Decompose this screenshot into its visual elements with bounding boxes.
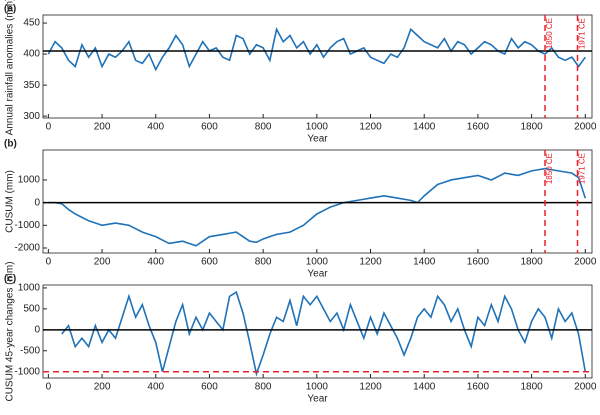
data-line [48,167,587,247]
y-tick-label: 0 [34,324,40,335]
plot-area [42,284,593,379]
x-tick-label: 1800 [520,382,543,393]
x-tick-label: 1200 [359,257,382,268]
x-tick-label: 400 [147,257,164,268]
y-tick-label: 400 [23,49,40,60]
x-tick-label: 1800 [520,122,543,133]
x-tick-label: 400 [147,122,164,133]
x-tick-label: 1200 [359,122,382,133]
x-tick-label: 600 [201,122,218,133]
x-tick-label: 1400 [413,382,436,393]
y-tick-label: -500 [20,345,40,356]
panel-label: (a) [4,4,16,15]
x-tick-label: 2000 [574,257,597,268]
data-line [61,290,587,377]
x-tick-label: 200 [94,257,111,268]
y-axis-label: CUSUM 45-year changes (mm) [5,261,16,401]
x-tick-label: 1600 [467,382,490,393]
x-tick-label: 2000 [574,122,597,133]
x-tick-label: 600 [201,382,218,393]
x-tick-label: 1000 [306,382,329,393]
x-tick-label: 0 [46,382,52,393]
x-tick-label: 1800 [520,257,543,268]
x-tick-label: 200 [94,382,111,393]
y-tick-label: -1000 [14,220,40,231]
panel-label: (b) [4,139,17,150]
x-tick-label: 1200 [359,382,382,393]
x-tick-label: 800 [255,257,272,268]
x-tick-label: 1400 [413,257,436,268]
x-tick-label: 0 [46,257,52,268]
plot-area [42,149,593,254]
x-tick-label: 1600 [467,257,490,268]
marker-label: 1971 CE [578,153,587,184]
y-tick-label: 300 [23,111,40,122]
x-tick-label: 1000 [306,122,329,133]
y-tick-label: -1000 [14,366,40,377]
x-axis-label: Year [307,134,328,145]
panel-label: (c) [4,274,16,285]
y-tick-label: 1000 [18,283,41,294]
x-tick-label: 0 [46,122,52,133]
x-tick-label: 2000 [574,382,597,393]
x-axis-label: Year [307,394,328,405]
y-tick-label: 450 [23,18,40,29]
y-axis-label: CUSUM (mm) [5,170,16,233]
x-tick-label: 200 [94,122,111,133]
x-axis-label: Year [307,269,328,280]
data-line [47,26,586,72]
y-tick-label: -2000 [14,243,40,254]
y-tick-label: 500 [23,304,40,315]
x-tick-label: 800 [255,122,272,133]
y-tick-label: 1000 [18,175,41,186]
y-tick-label: 350 [23,80,40,91]
x-tick-label: 1400 [413,122,436,133]
y-axis-label: Annual rainfall anomalies (mm) [5,0,16,135]
marker-label: 1971 CE [578,18,587,49]
plot-area [42,14,593,119]
marker-label: 1850 CE [545,18,554,49]
x-tick-label: 1000 [306,257,329,268]
x-tick-label: 800 [255,382,272,393]
y-tick-label: 0 [34,197,40,208]
x-tick-label: 400 [147,382,164,393]
x-tick-label: 1600 [467,122,490,133]
marker-label: 1850 CE [545,153,554,184]
x-tick-label: 600 [201,257,218,268]
